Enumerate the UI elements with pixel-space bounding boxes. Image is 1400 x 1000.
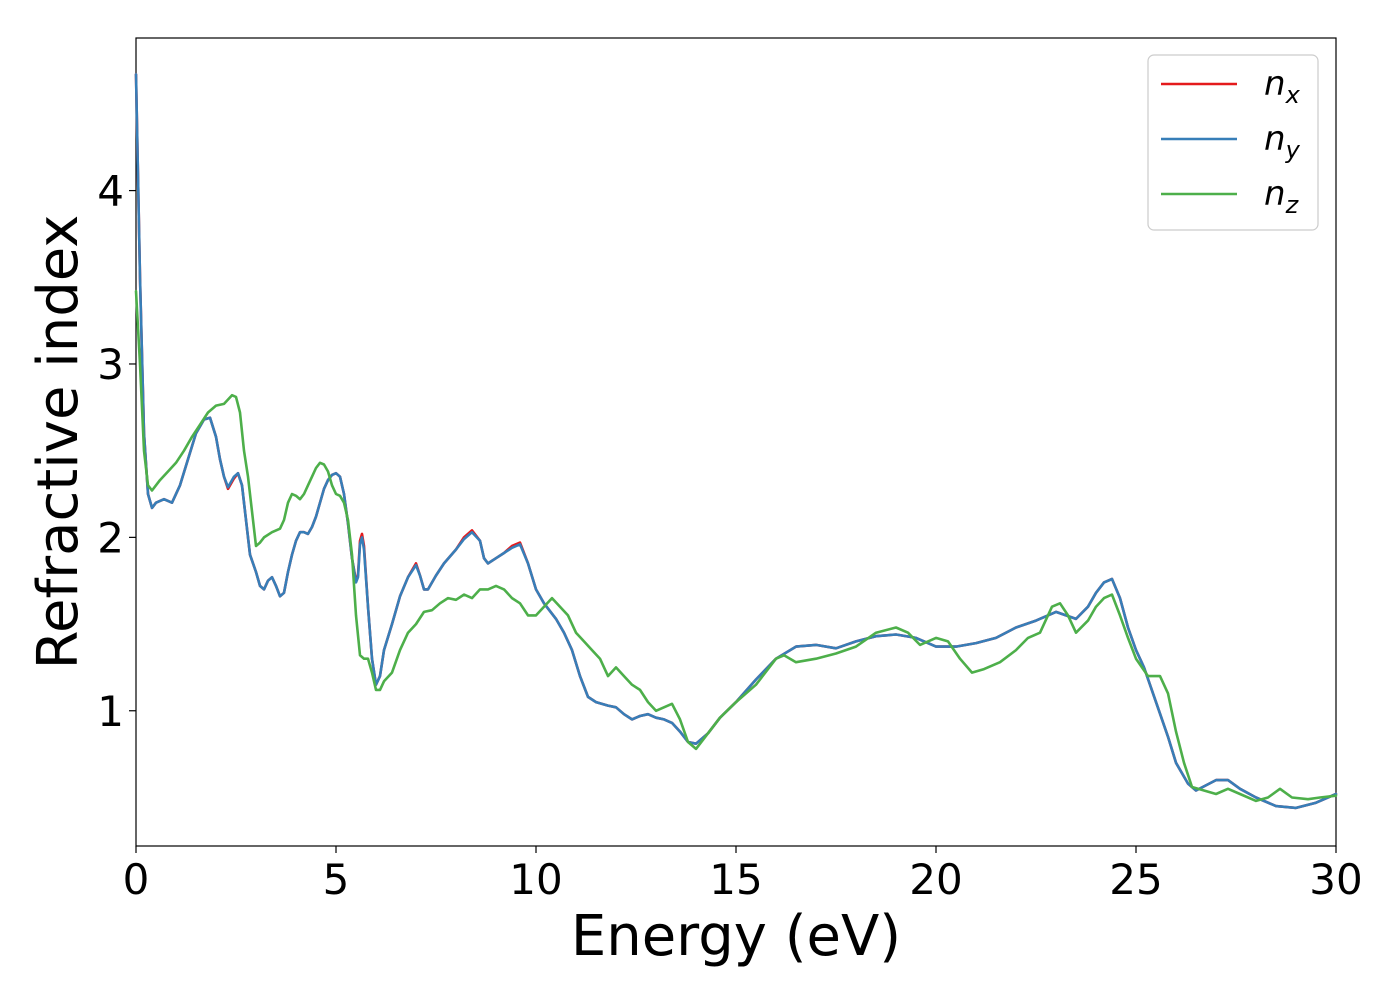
x-tick-label: 20: [909, 855, 962, 904]
y-tick-label: 1: [97, 687, 124, 736]
x-tick-label: 5: [323, 855, 350, 904]
x-tick-label: 0: [123, 855, 150, 904]
legend-label-y: ny: [1264, 119, 1301, 164]
legend-label-base: n: [1264, 64, 1286, 104]
legend-box: [1147, 54, 1319, 231]
x-tick-label: 10: [509, 855, 562, 904]
x-axis-ticks: 0 5 10 15 20 25 30: [123, 846, 1363, 904]
y-tick-label: 4: [97, 167, 124, 216]
y-tick-label: 2: [97, 513, 124, 562]
legend-label-base: n: [1264, 174, 1286, 214]
series-line-z: [134, 289, 1338, 803]
x-tick-label: 30: [1309, 855, 1362, 904]
legend-label-sub: y: [1285, 136, 1301, 164]
y-axis-title: Refractive index: [26, 215, 91, 670]
legend-label-z: nz: [1264, 174, 1300, 219]
y-axis-ticks: 1 2 3 4: [97, 167, 136, 736]
x-axis-title: Energy (eV): [571, 904, 901, 969]
series-line-y: [134, 73, 1338, 810]
legend-label-x: nx: [1264, 64, 1301, 109]
x-tick-label: 25: [1109, 855, 1162, 904]
x-tick-label: 15: [709, 855, 762, 904]
legend-label-base: n: [1264, 119, 1286, 159]
y-tick-label: 3: [97, 340, 124, 389]
legend-label-sub: x: [1285, 81, 1301, 109]
series-layer: [134, 73, 1338, 810]
legend-label-sub: z: [1285, 191, 1300, 219]
